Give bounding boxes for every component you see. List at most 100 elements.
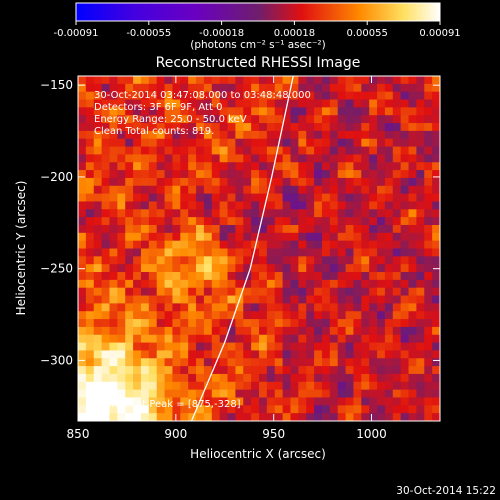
heatmap-cell — [101, 413, 111, 421]
heatmap-cell — [125, 319, 134, 328]
heatmap-cell — [251, 217, 260, 226]
heatmap-cell — [282, 138, 292, 148]
heatmap-cell — [211, 405, 221, 414]
heatmap-cell — [109, 373, 118, 383]
heatmap-cell — [219, 350, 229, 359]
heatmap-cell — [243, 319, 252, 328]
heatmap-cell — [117, 193, 126, 203]
heatmap-cell — [235, 326, 244, 336]
heatmap-cell — [321, 138, 331, 148]
heatmap-cell — [140, 240, 150, 250]
heatmap-cell — [274, 287, 284, 297]
heatmap-cell — [361, 334, 370, 344]
heatmap-cell — [133, 240, 142, 250]
heatmap-cell — [290, 334, 299, 344]
heatmap-cell — [369, 123, 378, 132]
heatmap-cell — [266, 91, 276, 101]
heatmap-cell — [432, 123, 440, 132]
heatmap-cell — [235, 217, 244, 226]
heatmap-cell — [203, 326, 213, 336]
heatmap-cell — [416, 405, 425, 414]
heatmap-cell — [148, 358, 158, 367]
heatmap-cell — [282, 248, 292, 257]
heatmap-cell — [93, 295, 103, 304]
heatmap-cell — [109, 397, 118, 406]
heatmap-cell — [337, 319, 347, 328]
heatmap-cell — [361, 170, 370, 179]
heatmap-cell — [345, 130, 355, 140]
heatmap-cell — [251, 256, 260, 265]
heatmap-cell — [314, 256, 323, 265]
heatmap-cell — [125, 350, 134, 359]
heatmap-cell — [400, 177, 410, 187]
heatmap-cell — [400, 303, 410, 312]
heatmap-cell — [211, 76, 221, 85]
heatmap-cell — [125, 123, 134, 132]
heatmap-cell — [180, 177, 189, 187]
heatmap-cell — [203, 303, 213, 312]
heatmap-cell — [353, 413, 362, 421]
heatmap-cell — [164, 256, 174, 265]
heatmap-cell — [251, 162, 260, 171]
heatmap-cell — [211, 177, 221, 187]
heatmap-cell — [101, 373, 111, 383]
heatmap-cell — [164, 397, 174, 406]
heatmap-cell — [148, 350, 158, 359]
heatmap-cell — [117, 350, 126, 359]
heatmap-cell — [282, 373, 292, 383]
heatmap-cell — [156, 342, 166, 352]
heatmap-cell — [140, 209, 150, 218]
heatmap-cell — [164, 130, 174, 140]
heatmap-cell — [329, 272, 339, 281]
heatmap-cell — [235, 350, 244, 359]
heatmap-cell — [416, 326, 425, 336]
heatmap-cell — [353, 177, 362, 187]
heatmap-cell — [133, 224, 142, 234]
heatmap-cell — [274, 232, 284, 242]
heatmap-cell — [219, 381, 229, 391]
heatmap-cell — [203, 185, 213, 195]
heatmap-cell — [125, 170, 134, 179]
heatmap-cell — [424, 201, 433, 210]
heatmap-cell — [211, 311, 221, 320]
heatmap-cell — [400, 115, 410, 124]
heatmap-cell — [259, 115, 268, 124]
heatmap-cell — [400, 358, 410, 367]
heatmap-cell — [353, 350, 362, 359]
heatmap-cell — [384, 358, 394, 367]
heatmap-cell — [243, 405, 252, 414]
heatmap-cell — [416, 295, 425, 304]
heatmap-cell — [353, 295, 362, 304]
heatmap-cell — [345, 91, 355, 101]
heatmap-cell — [282, 224, 292, 234]
heatmap-cell — [78, 185, 87, 195]
heatmap-cell — [369, 130, 378, 140]
heatmap-cell — [243, 177, 252, 187]
heatmap-cell — [251, 193, 260, 203]
heatmap-cell — [274, 248, 284, 257]
heatmap-cell — [321, 224, 331, 234]
heatmap-cell — [400, 334, 410, 344]
heatmap-cell — [432, 193, 440, 203]
heatmap-cell — [377, 405, 386, 414]
heatmap-cell — [259, 358, 268, 367]
heatmap-cell — [266, 326, 276, 336]
heatmap-cell — [408, 99, 417, 108]
heatmap-cell — [321, 311, 331, 320]
heatmap-cell — [156, 373, 166, 383]
heatmap-cell — [392, 326, 402, 336]
heatmap-cell — [203, 107, 213, 116]
heatmap-cell — [345, 405, 355, 414]
heatmap-cell — [377, 177, 386, 187]
heatmap-cell — [78, 389, 87, 399]
heatmap-cell — [377, 319, 386, 328]
heatmap-cell — [290, 358, 299, 367]
heatmap-cell — [133, 217, 142, 226]
heatmap-cell — [117, 272, 126, 281]
heatmap-cell — [274, 295, 284, 304]
heatmap-cell — [337, 350, 347, 359]
heatmap-cell — [172, 107, 181, 116]
heatmap-cell — [188, 287, 197, 297]
heatmap-cell — [306, 256, 315, 265]
heatmap-cell — [133, 170, 142, 179]
